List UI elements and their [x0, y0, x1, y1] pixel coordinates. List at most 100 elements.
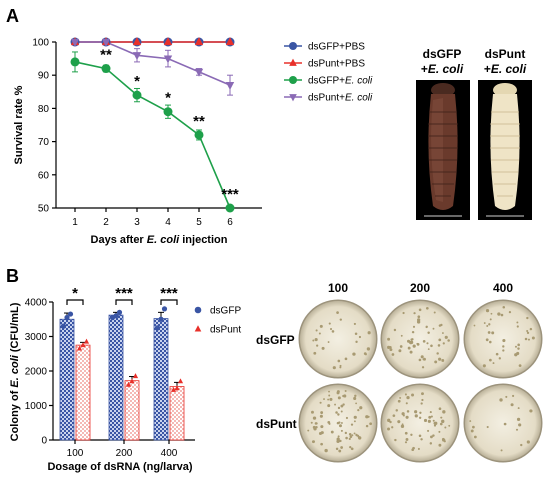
- dot-dsgfp: [67, 311, 74, 317]
- point-dsgfp-e-coli: [132, 90, 142, 100]
- plate-dsgfp-200-colony: [434, 360, 438, 364]
- plate-dspunt-100-colony: [311, 440, 315, 444]
- plate-dsgfp-200-colony: [417, 318, 421, 322]
- plate-dspunt-100-colony: [350, 423, 354, 426]
- survival-x-tick-label: 6: [227, 217, 233, 228]
- plate-dspunt-100-colony: [348, 433, 352, 436]
- plate-dspunt-100-colony: [359, 406, 363, 410]
- plate-dsgfp-100-colony: [331, 330, 335, 333]
- significance-label: ***: [221, 186, 239, 203]
- plate-dspunt-100-colony: [356, 434, 359, 437]
- plate-dspunt-100-colony: [319, 401, 322, 404]
- dot-dsgfp: [64, 314, 70, 321]
- plate-dsgfp-200-colony: [410, 338, 413, 341]
- plate-dsgfp-200-colony: [409, 350, 413, 354]
- point-dsgfp-e-coli: [163, 107, 173, 117]
- plate-dsgfp-400-colony: [526, 329, 529, 332]
- plate-dspunt-200-colony: [411, 393, 415, 397]
- plate-dspunt-200-colony: [420, 402, 423, 405]
- survival-y-tick-label: 90: [38, 71, 50, 82]
- plate-dspunt-100-colony: [337, 406, 341, 410]
- plate-dspunt-100-colony: [318, 431, 322, 436]
- plate-dsgfp-100-colony: [364, 353, 367, 356]
- plate-dsgfp-400-colony: [516, 321, 519, 324]
- plate-dsgfp-100-colony: [321, 346, 325, 350]
- point-dspunt-pbs: [132, 37, 142, 46]
- plate-dspunt-200-colony: [417, 447, 420, 450]
- plate-dspunt-400-colony: [469, 420, 472, 422]
- plate-dsgfp-400-colony: [531, 336, 535, 340]
- plate-dspunt-100-colony: [330, 430, 334, 434]
- plate-column-200: 200: [410, 281, 430, 295]
- plate-dspunt-200-colony: [432, 434, 435, 437]
- plate-dspunt-100-colony: [340, 410, 343, 413]
- plate-dsgfp-200-colony: [407, 339, 411, 343]
- survival-x-tick-label: 3: [134, 217, 140, 228]
- plate-dsgfp-400-colony: [529, 327, 533, 331]
- plate-dspunt-200-colony: [405, 415, 409, 419]
- plate-dsgfp-400-colony: [491, 331, 495, 335]
- plate-dspunt-100-colony: [353, 420, 356, 423]
- plate-dspunt-200-colony: [406, 396, 410, 400]
- plate-dsgfp-400-colony: [518, 364, 522, 368]
- dot-dspunt: [129, 378, 135, 384]
- plate-dspunt-400-colony: [486, 425, 489, 429]
- plate-dsgfp-200-colony: [412, 325, 416, 328]
- colony-x-axis-label: Dosage of dsRNA (ng/larva): [47, 461, 192, 473]
- plate-dsgfp-400-colony: [485, 338, 489, 342]
- plate-dspunt-200-colony: [421, 398, 424, 402]
- plate-dspunt-200-colony: [405, 402, 408, 405]
- plate-dsgfp-400-colony: [514, 353, 518, 357]
- plate-dspunt-100-colony: [349, 446, 352, 449]
- plate-dspunt-200-colony: [400, 424, 405, 428]
- plate-dspunt-200-colony: [420, 438, 423, 441]
- legend-marker-dspunt-e-coli: [289, 94, 297, 102]
- line-dspunt-e-coli: [75, 41, 231, 86]
- plate-dspunt-100-colony: [339, 439, 342, 443]
- legend-label-dsgfp: dsGFP: [210, 306, 241, 317]
- plate-dsgfp-200-colony: [430, 344, 433, 348]
- plate-dspunt-200-colony: [427, 419, 431, 423]
- plate-dspunt-400-colony: [520, 443, 523, 447]
- survival-x-axis-label: Days after E. coli injection: [91, 234, 228, 246]
- plate-dsgfp-200-colony: [438, 357, 442, 361]
- plate-dsgfp-200-colony: [402, 311, 405, 315]
- bar-dspunt-100: [75, 344, 91, 441]
- plate-dsgfp-400-colony: [497, 312, 501, 316]
- plate-dspunt-200-colony: [438, 407, 442, 411]
- plate-dspunt-200-colony: [397, 399, 401, 403]
- plate-dsgfp-200-colony: [418, 308, 422, 312]
- plate-dspunt-100-colony: [311, 410, 314, 414]
- plate-dsgfp-200-colony: [389, 348, 393, 352]
- plate-dspunt-200-colony: [399, 396, 402, 399]
- survival-y-axis-label: Survival rate %: [13, 85, 25, 164]
- plate-dsgfp-100-colony: [312, 339, 315, 342]
- plate-dsgfp-200-colony: [420, 355, 424, 359]
- plate-grid: 100 200 400 dsGFP dsPunt: [256, 281, 543, 463]
- plate-dspunt-100-colony: [369, 422, 373, 426]
- plate-dspunt-100-colony: [336, 439, 340, 444]
- larva-photo-dsgfp: [416, 80, 470, 220]
- plate-dsgfp-100-colony: [332, 366, 336, 370]
- plate-dsgfp-100-colony: [319, 324, 323, 328]
- significance-label: **: [100, 47, 112, 64]
- plate-dspunt-100-colony: [337, 413, 340, 416]
- plate-dspunt-100-colony: [312, 416, 317, 420]
- plate-dspunt-200-colony: [429, 442, 433, 445]
- plate-dspunt-100-colony: [338, 421, 341, 424]
- plate-dspunt-400-colony: [516, 417, 521, 421]
- significance-label: *: [165, 90, 171, 107]
- plate-dsgfp-400-colony: [514, 345, 517, 348]
- plate-dsgfp-100-colony: [318, 332, 321, 335]
- plate-dsgfp-200-colony: [438, 338, 442, 342]
- plate-dspunt-100-colony: [319, 414, 323, 418]
- significance-bracket: [66, 299, 84, 305]
- dot-dsgfp: [154, 325, 161, 331]
- plate-dsgfp-400-colony: [498, 357, 501, 360]
- plate-dspunt-200-colony: [404, 431, 408, 435]
- colony-y-tick-label: 0: [41, 436, 47, 447]
- plate-dsgfp-200-colony: [399, 345, 403, 348]
- plate-dsgfp-100-colony: [366, 347, 371, 351]
